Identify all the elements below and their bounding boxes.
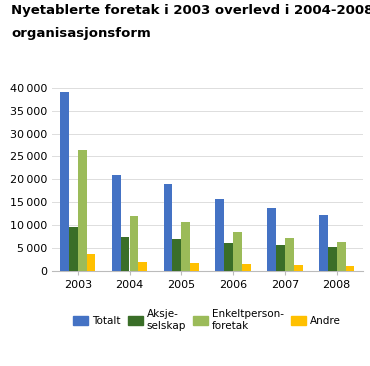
Text: Nyetablerte foretak i 2003 overlevd i 2004-2008, etter: Nyetablerte foretak i 2003 overlevd i 20… bbox=[11, 4, 370, 17]
Bar bbox=[87, 254, 95, 271]
Legend: Totalt, Aksje-
selskap, Enkeltperson-
foretak, Andre: Totalt, Aksje- selskap, Enkeltperson- fo… bbox=[69, 305, 345, 335]
Bar bbox=[112, 175, 121, 271]
Bar bbox=[60, 92, 69, 271]
Bar bbox=[294, 265, 303, 271]
Bar bbox=[319, 214, 328, 271]
Bar bbox=[328, 247, 337, 271]
Bar bbox=[78, 150, 87, 271]
Text: organisasjonsform: organisasjonsform bbox=[11, 27, 151, 41]
Bar bbox=[69, 227, 78, 271]
Bar bbox=[285, 238, 294, 271]
Bar bbox=[181, 222, 190, 271]
Bar bbox=[224, 243, 233, 271]
Bar bbox=[242, 264, 251, 271]
Bar bbox=[233, 232, 242, 271]
Bar bbox=[164, 184, 172, 271]
Bar bbox=[121, 236, 130, 271]
Bar bbox=[337, 242, 346, 271]
Bar bbox=[130, 216, 138, 271]
Bar bbox=[138, 262, 147, 271]
Bar bbox=[276, 245, 285, 271]
Bar bbox=[190, 263, 199, 271]
Bar bbox=[346, 266, 354, 271]
Bar bbox=[267, 208, 276, 271]
Bar bbox=[215, 199, 224, 271]
Bar bbox=[172, 239, 181, 271]
